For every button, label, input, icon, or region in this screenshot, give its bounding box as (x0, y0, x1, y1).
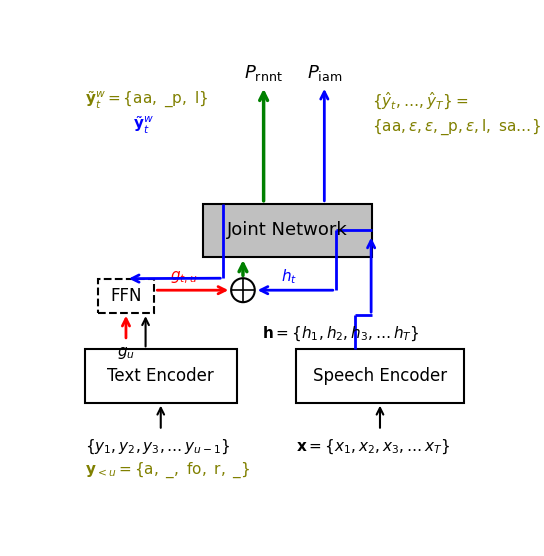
Text: Joint Network: Joint Network (227, 221, 348, 240)
Text: $h_t$: $h_t$ (281, 267, 298, 286)
Text: Text Encoder: Text Encoder (107, 367, 214, 385)
FancyBboxPatch shape (296, 349, 465, 403)
Text: $\{\hat{y}_t, \ldots, \hat{y}_T\} =$: $\{\hat{y}_t, \ldots, \hat{y}_T\} =$ (372, 91, 468, 112)
Text: $\{\mathrm{aa}, \epsilon, \epsilon, \mathrm{\_p}, \epsilon, \mathrm{l,\ sa}\ldot: $\{\mathrm{aa}, \epsilon, \epsilon, \mat… (372, 118, 540, 137)
Text: $P_{\mathrm{iam}}$: $P_{\mathrm{iam}}$ (307, 63, 342, 83)
Circle shape (231, 278, 255, 302)
Text: $\mathbf{y}_{<u} = \{\mathrm{a,\ \_,\ fo,\ r,\ \_}\}$: $\mathbf{y}_{<u} = \{\mathrm{a,\ \_,\ fo… (85, 460, 250, 480)
FancyBboxPatch shape (97, 279, 154, 313)
Text: FFN: FFN (110, 287, 142, 305)
Text: $g_{t,u}$: $g_{t,u}$ (170, 270, 197, 286)
FancyBboxPatch shape (85, 349, 237, 403)
Text: $\mathbf{h} = \{h_1, h_2, h_3, \ldots\, h_T\}$: $\mathbf{h} = \{h_1, h_2, h_3, \ldots\, … (262, 325, 419, 343)
FancyBboxPatch shape (203, 203, 372, 257)
Text: $\mathbf{x} = \{x_1, x_2, x_3, \ldots\, x_T\}$: $\mathbf{x} = \{x_1, x_2, x_3, \ldots\, … (296, 438, 450, 456)
Text: $\{y_1, y_2, y_3, \ldots\, y_{u-1}\}$: $\{y_1, y_2, y_3, \ldots\, y_{u-1}\}$ (85, 438, 231, 456)
Text: $\tilde{\mathbf{y}}_t^w$: $\tilde{\mathbf{y}}_t^w$ (133, 115, 154, 136)
Text: Speech Encoder: Speech Encoder (313, 367, 447, 385)
Text: $P_{\mathrm{rnnt}}$: $P_{\mathrm{rnnt}}$ (244, 63, 283, 83)
Text: $\tilde{\mathbf{y}}_t^w = \{\mathrm{aa,\ \_p,\ l}\}$: $\tilde{\mathbf{y}}_t^w = \{\mathrm{aa,\… (85, 88, 208, 110)
Text: $g_u$: $g_u$ (117, 345, 135, 361)
